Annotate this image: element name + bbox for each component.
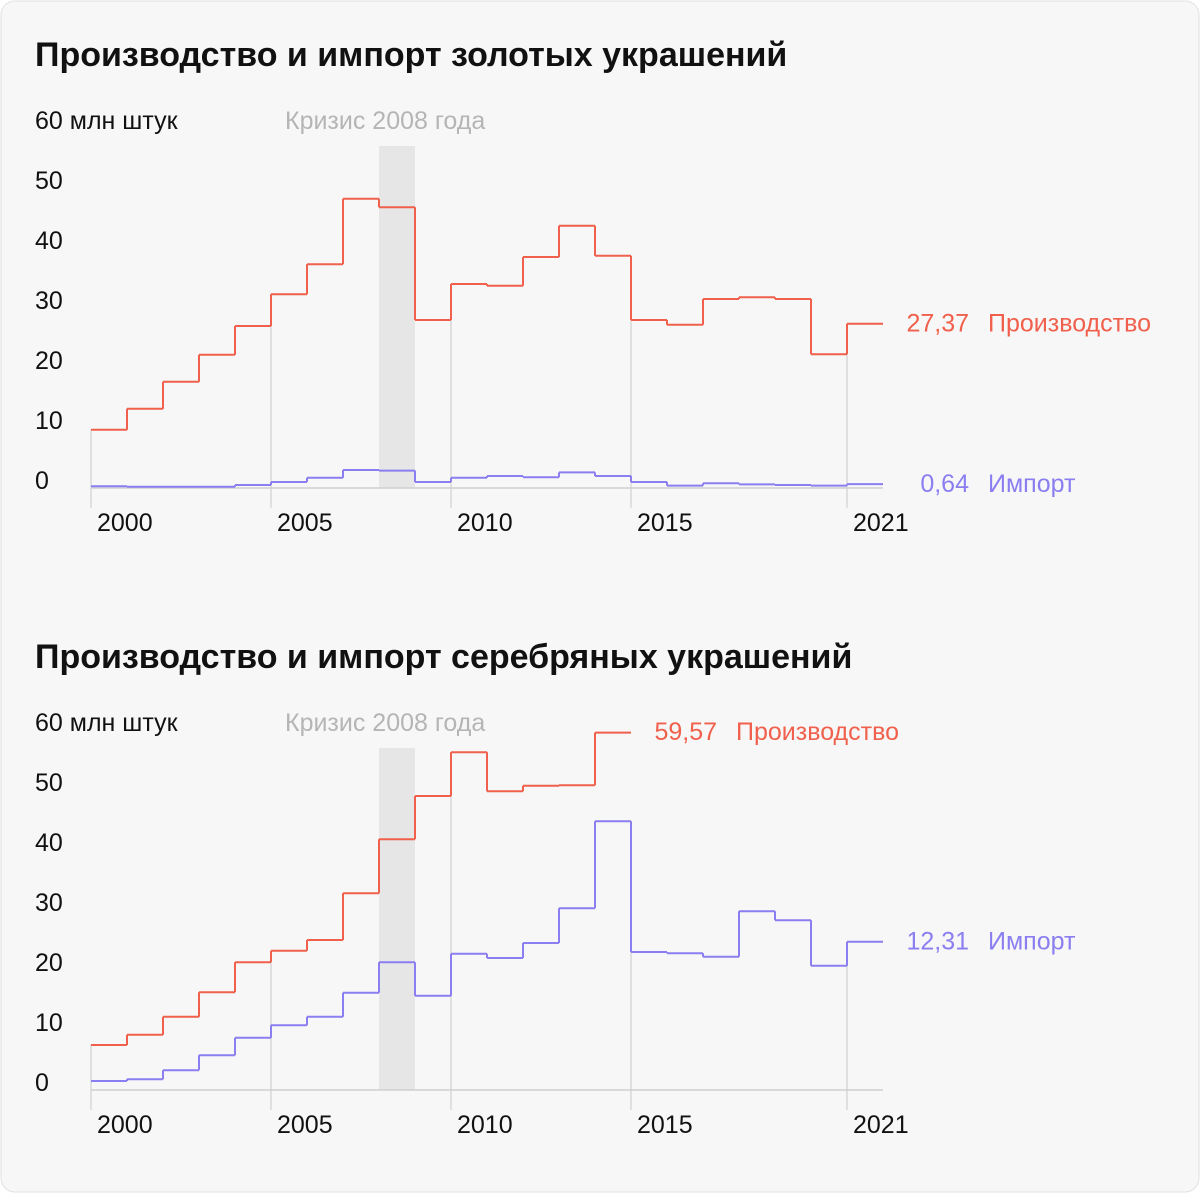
end-value-label: 59,57 — [654, 718, 717, 746]
y-tick-label: 50 — [35, 769, 63, 797]
legend-entry: Импорт — [988, 470, 1076, 498]
crisis-band — [379, 146, 415, 488]
x-tick-label: 2005 — [277, 1111, 333, 1139]
x-tick-label: 2021 — [853, 509, 909, 537]
y-tick-label: 30 — [35, 287, 63, 315]
y-tick-label: 0 — [35, 1069, 49, 1097]
x-tick-label: 2010 — [457, 1111, 513, 1139]
legend-entry: Импорт — [988, 927, 1076, 955]
y-tick-label: 30 — [35, 889, 63, 917]
crisis-label: Кризис 2008 года — [285, 107, 485, 135]
end-value-label: 27,37 — [906, 309, 969, 337]
chart-title: Производство и импорт серебряных украшен… — [35, 638, 852, 676]
chart-title: Производство и импорт золотых украшений — [35, 36, 787, 74]
x-tick-label: 2000 — [97, 1111, 153, 1139]
y-tick-label: 20 — [35, 347, 63, 375]
legend-entry: Производство — [736, 718, 899, 746]
x-tick-label: 2000 — [97, 509, 153, 537]
crisis-label: Кризис 2008 года — [285, 709, 485, 737]
y-tick-label: 20 — [35, 949, 63, 977]
x-tick-label: 2015 — [637, 1111, 693, 1139]
end-value-label: 12,31 — [906, 927, 969, 955]
x-tick-label: 2021 — [853, 1111, 909, 1139]
y-tick-label: 10 — [35, 407, 63, 435]
y-tick-label: 60 млн штук — [35, 107, 179, 135]
y-tick-label: 60 млн штук — [35, 709, 179, 737]
end-value-label: 0,64 — [920, 470, 969, 498]
y-tick-label: 10 — [35, 1009, 63, 1037]
y-tick-label: 0 — [35, 467, 49, 495]
x-tick-label: 2015 — [637, 509, 693, 537]
x-tick-label: 2005 — [277, 509, 333, 537]
x-tick-label: 2010 — [457, 509, 513, 537]
y-tick-label: 40 — [35, 829, 63, 857]
y-tick-label: 40 — [35, 227, 63, 255]
legend-entry: Производство — [988, 309, 1151, 337]
crisis-band — [379, 748, 415, 1090]
y-tick-label: 50 — [35, 167, 63, 195]
